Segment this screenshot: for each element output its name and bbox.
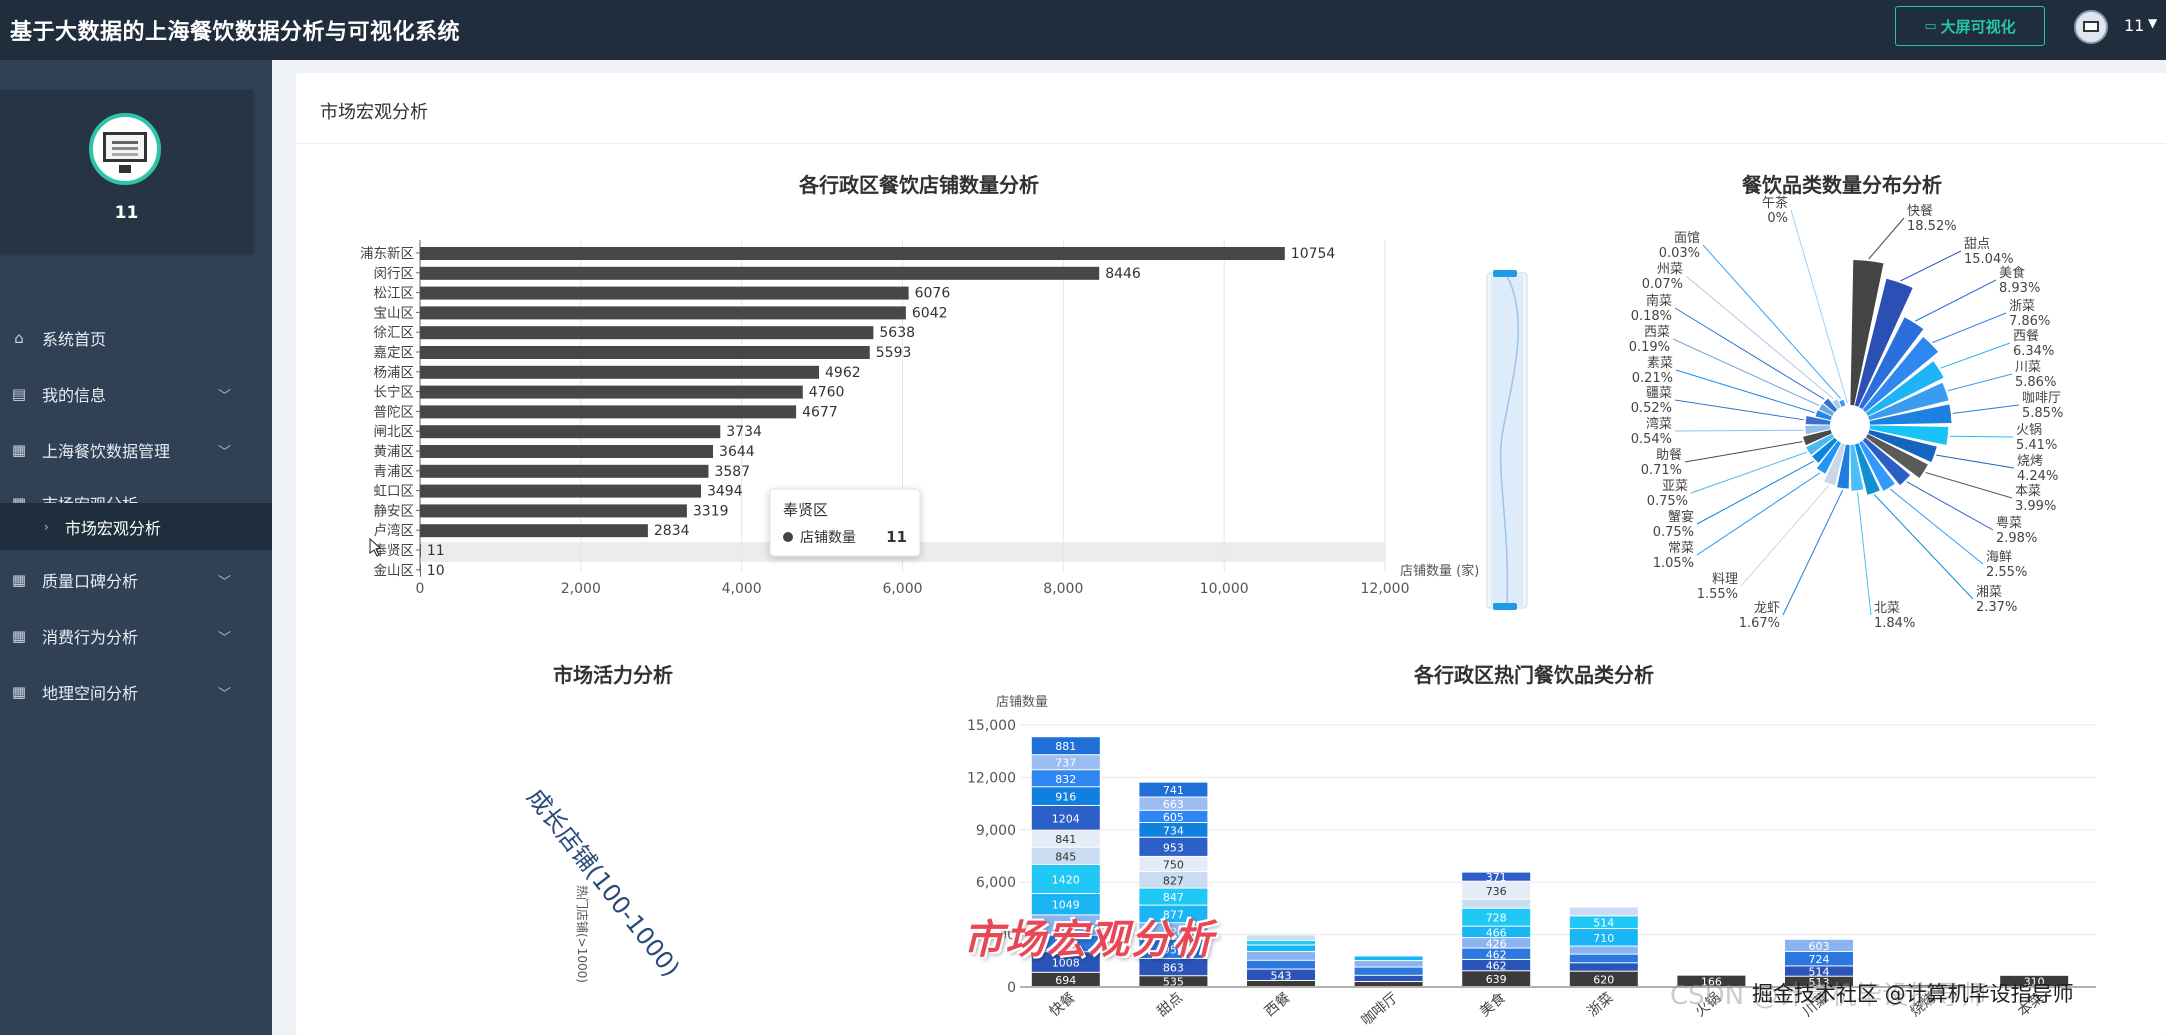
chevron-down-icon: ﹀ (218, 388, 232, 404)
page-title: 市场宏观分析 (320, 102, 428, 123)
sidebar-item-label: 系统首页 (42, 330, 107, 349)
card-icon: ▤ (11, 385, 27, 403)
chevron-down-icon: ﹀ (218, 686, 232, 702)
chevron-down-icon[interactable]: ▼ (2148, 16, 2158, 30)
grid-icon: ▦ (11, 441, 27, 459)
top-bar: 基于大数据的上海餐饮数据分析与可视化系统 ▭ 大屏可视化 11 ▼ (0, 0, 2166, 60)
sidebar-item-quality-analysis[interactable]: ▦ 质量口碑分析 ﹀ (0, 552, 272, 608)
chevron-down-icon: ﹀ (218, 630, 232, 646)
overlay-title: 市场宏观分析 (963, 917, 1215, 963)
sidebar-subitem-market-analysis[interactable]: › 市场宏观分析 (0, 503, 272, 550)
chart-title: 市场活力分析 (553, 663, 673, 687)
sidebar-subitem-label: 市场宏观分析 (64, 518, 161, 538)
grid-icon: ▦ (11, 627, 27, 645)
grid-icon: ▦ (11, 683, 27, 701)
sidebar-item-label: 质量口碑分析 (42, 572, 139, 591)
chart-title: 各行政区热门餐饮品类分析 (1414, 663, 1654, 687)
sidebar-item-geo-analysis[interactable]: ▦ 地理空间分析 ﹀ (0, 664, 272, 720)
chevron-down-icon: ﹀ (218, 574, 232, 590)
sidebar-item-label: 上海餐饮数据管理 (42, 442, 171, 461)
avatar[interactable] (2074, 10, 2108, 44)
bigscreen-button[interactable]: ▭ 大屏可视化 (1895, 6, 2045, 46)
home-icon: ⌂ (14, 329, 24, 347)
app-title: 基于大数据的上海餐饮数据分析与可视化系统 (10, 20, 461, 45)
computer-icon (103, 132, 147, 162)
sidebar-item-data-management[interactable]: ▦ 上海餐饮数据管理 ﹀ (0, 422, 272, 478)
watermark-text: 掘金技术社区 @计算机毕设指导师 (1752, 982, 2074, 1006)
chevron-right-icon: › (44, 519, 49, 534)
chart-title: 餐饮品类数量分布分析 (1742, 173, 1942, 197)
profile-avatar (89, 113, 161, 185)
watermark-faint: CSDN @计算机毕设指导师 (1670, 981, 1987, 1011)
sidebar-item-label: 消费行为分析 (42, 628, 139, 647)
sidebar-item-label: 地理空间分析 (42, 684, 139, 703)
sidebar-item-home[interactable]: ⌂ 系统首页 (0, 310, 272, 366)
profile-name: 11 (114, 203, 139, 223)
chart-title: 各行政区餐饮店铺数量分析 (799, 173, 1039, 197)
profile-card: 11 (0, 90, 253, 252)
sidebar: 11 ⌂ 系统首页 ▤ 我的信息 ﹀ ▦ 上海餐饮数据管理 ﹀ ▦ 市场宏观分析… (0, 60, 272, 1035)
user-name[interactable]: 11 (2124, 16, 2145, 35)
monitor-icon: ▭ (1924, 18, 1937, 34)
avatar-image (2083, 21, 2099, 32)
grid-icon: ▦ (11, 571, 27, 589)
card-header: 市场宏观分析 (296, 73, 2166, 144)
sidebar-item-my-info[interactable]: ▤ 我的信息 ﹀ (0, 366, 272, 422)
sidebar-item-consumer-analysis[interactable]: ▦ 消费行为分析 ﹀ (0, 608, 272, 664)
chevron-down-icon: ﹀ (218, 444, 232, 460)
main-card: 市场宏观分析 各行政区餐饮店铺数量分析 餐饮品类数量分布分析 市场活力分析 各行… (296, 73, 2166, 1035)
bigscreen-label: 大屏可视化 (1940, 17, 2016, 36)
sidebar-item-label: 我的信息 (42, 386, 107, 405)
